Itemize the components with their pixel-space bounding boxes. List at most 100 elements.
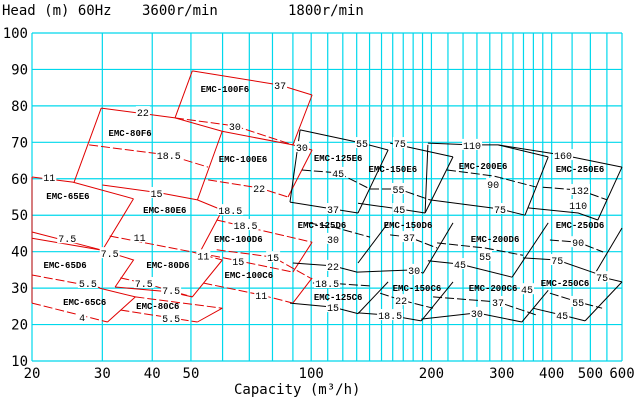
pump-model-label: EMC-200C6 — [469, 284, 518, 294]
label-background — [394, 294, 409, 306]
label-background — [571, 295, 586, 307]
pump-model-label: EMC-200D6 — [471, 235, 520, 245]
label-background — [78, 310, 87, 322]
label-background — [294, 141, 309, 153]
motor-kw-label: 45 — [332, 170, 344, 181]
performance-curve-1800 — [584, 281, 623, 322]
pump-model-label: EMC-250C6 — [541, 279, 590, 289]
label-background — [161, 311, 182, 323]
y-tick-label: 50 — [11, 208, 28, 224]
x-tick-label: 50 — [183, 366, 200, 382]
performance-curve-1800 — [357, 202, 426, 214]
x-tick-label: 300 — [489, 366, 514, 382]
performance-curve-1800 — [521, 289, 549, 323]
label-background — [135, 106, 150, 118]
performance-curve-1800 — [527, 207, 598, 221]
motor-kw-label: 45 — [521, 286, 533, 297]
performance-curve-1800 — [427, 142, 549, 158]
label-background — [452, 258, 467, 270]
motor-kw-label: 75 — [596, 274, 608, 285]
performance-curve-1800 — [427, 260, 513, 278]
motor-kw-label: 11 — [134, 234, 146, 245]
motor-kw-label: 15 — [327, 304, 339, 315]
y-tick-label: 100 — [3, 26, 28, 42]
motor-kw-label: 7.5 — [162, 287, 180, 298]
motor-kw-label: 30 — [471, 310, 483, 321]
pump-model-label: EMC-80D6 — [146, 261, 189, 271]
performance-curve-3600 — [292, 94, 313, 146]
motor-kw-label: 22 — [327, 263, 339, 274]
performance-curve-3600 — [191, 259, 223, 298]
x-tick-label: 40 — [144, 366, 161, 382]
motor-kw-label: 37 — [492, 299, 504, 310]
pump-model-label: EMC-150D6 — [384, 221, 433, 231]
label-background — [595, 271, 610, 283]
pump-model-label: EMC-80F6 — [108, 129, 151, 139]
performance-curve-3600 — [31, 237, 103, 251]
label-background — [391, 182, 406, 194]
label-background — [550, 254, 565, 266]
pump-model-label: EMC-125E6 — [314, 154, 363, 164]
motor-kw-label: 55 — [572, 299, 584, 310]
motor-kw-label: 22 — [137, 109, 149, 120]
motor-kw-label: 90 — [572, 239, 584, 250]
pump-model-label: EMC-100D6 — [214, 235, 263, 245]
pump-model-label: EMC-200E6 — [459, 162, 508, 172]
pump-model-label: EMC-65D6 — [43, 261, 86, 271]
label-background — [493, 203, 508, 215]
y-tick-label: 80 — [11, 99, 28, 115]
pump-model-label: EMC-125C6 — [314, 293, 363, 303]
speed-label-1800: 1800r/min — [288, 3, 364, 19]
label-background — [520, 283, 535, 295]
performance-curve-1800 — [292, 262, 358, 273]
x-tick-label: 20 — [24, 366, 41, 382]
label-background — [232, 219, 259, 231]
motor-kw-label: 18.5 — [218, 207, 242, 218]
pump-model-label: EMC-150E6 — [369, 165, 418, 175]
performance-curve-1800 — [437, 242, 524, 256]
performance-curve-3600 — [120, 277, 193, 298]
pump-model-label: EMC-250E6 — [556, 165, 605, 175]
performance-curve-3600 — [31, 302, 108, 323]
label-background — [57, 232, 78, 244]
performance-curve-3600 — [174, 70, 193, 119]
performance-curve-3600 — [196, 130, 223, 201]
performance-curve-3600 — [89, 144, 209, 168]
performance-curve-1800 — [422, 222, 454, 274]
label-background — [392, 203, 407, 215]
label-background — [354, 137, 369, 149]
label-background — [469, 306, 484, 318]
label-background — [42, 170, 57, 182]
x-tick-label: 600 — [609, 366, 634, 382]
x-tick-label: 30 — [94, 366, 111, 382]
motor-kw-label: 15 — [267, 254, 279, 265]
performance-curve-3600 — [99, 287, 136, 298]
motor-kw-label: 45 — [556, 312, 568, 323]
label-background — [133, 277, 154, 289]
pump-model-label: EMC-125D6 — [298, 221, 347, 231]
label-background — [252, 181, 267, 193]
label-background — [231, 254, 246, 266]
motor-kw-label: 30 — [408, 267, 420, 278]
pump-model-label: EMC-150C6 — [393, 284, 442, 294]
motor-kw-label: 160 — [554, 152, 572, 163]
performance-curve-1800 — [289, 129, 301, 203]
performance-curve-3600 — [292, 277, 313, 304]
label-background — [326, 203, 341, 215]
label-background — [478, 250, 493, 262]
pump-model-label: EMC-65E6 — [46, 192, 89, 202]
label-background — [555, 309, 570, 321]
label-background — [331, 166, 346, 178]
label-background — [99, 247, 120, 259]
label-background — [377, 309, 404, 321]
performance-curve-3600 — [102, 184, 223, 211]
performance-curve-1800 — [299, 129, 389, 151]
motor-kw-label: 7.5 — [135, 280, 153, 291]
x-tick-label: 100 — [299, 366, 324, 382]
motor-kw-label: 5.5 — [162, 315, 180, 326]
y-tick-label: 20 — [11, 318, 28, 334]
motor-kw-label: 18.5 — [157, 152, 181, 163]
label-background — [568, 199, 589, 211]
